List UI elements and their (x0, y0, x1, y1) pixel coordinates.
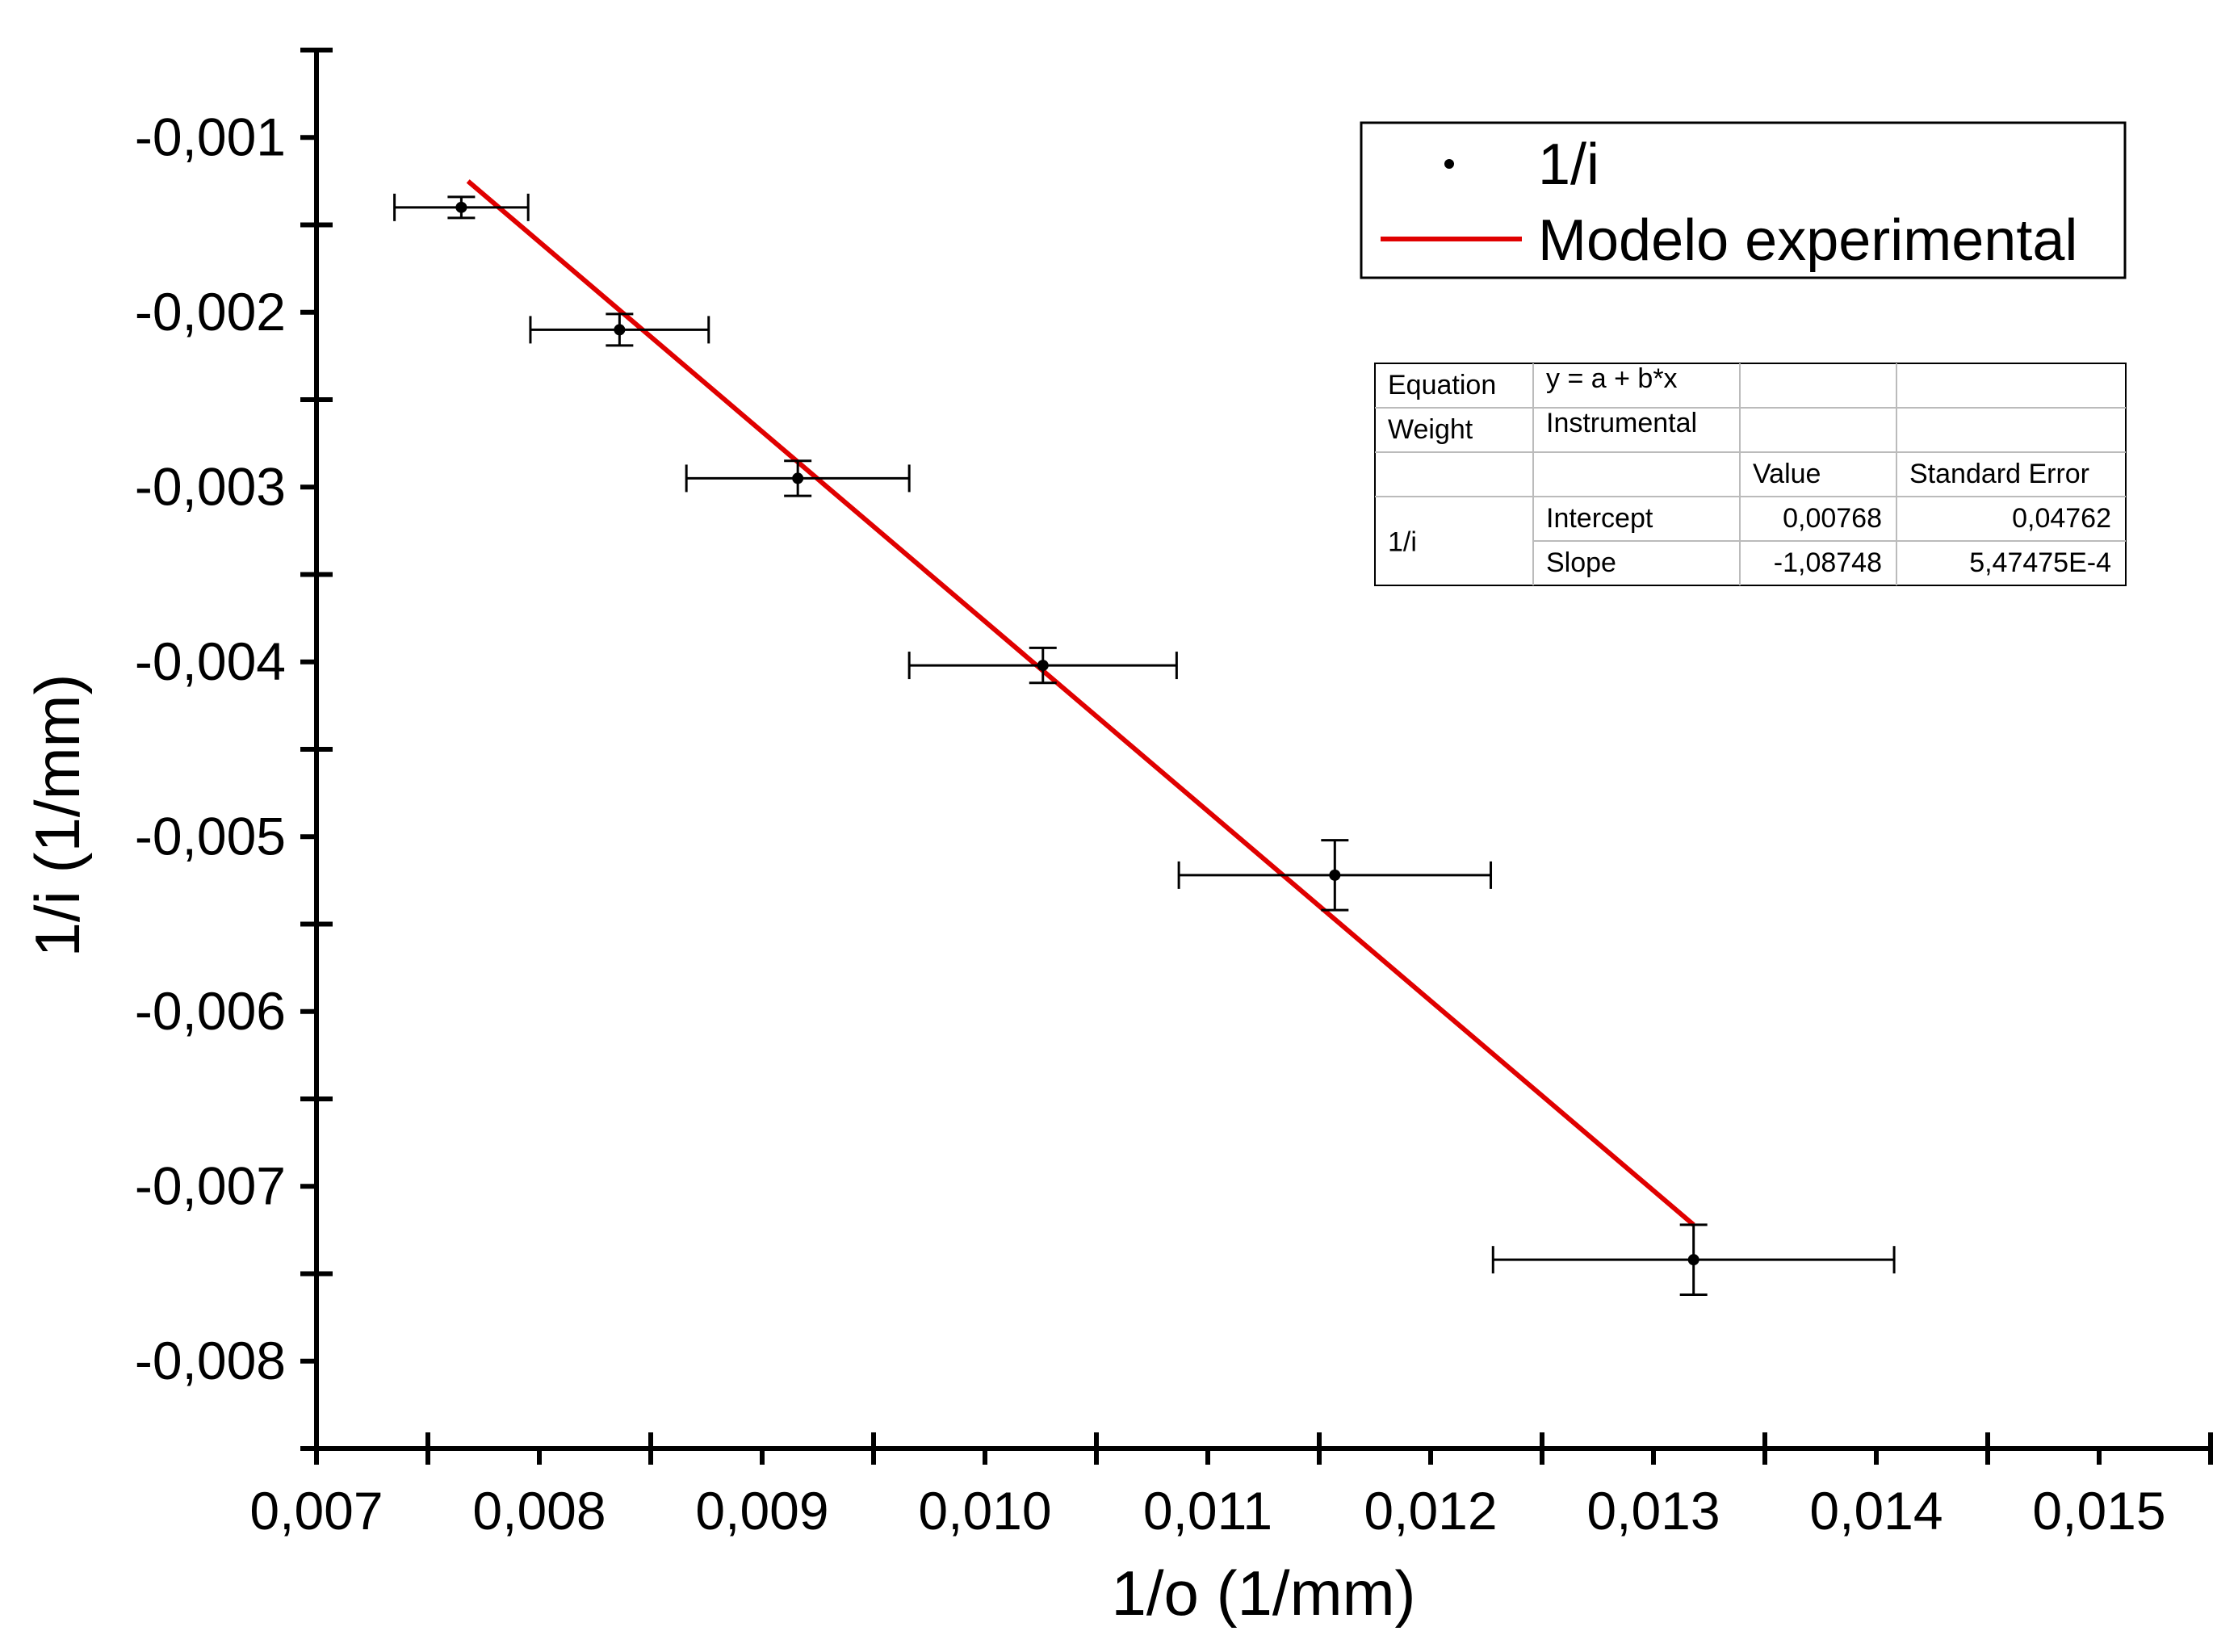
table-cell: 5,47475E-4 (1969, 547, 2111, 578)
x-tick-label: 0,010 (918, 1481, 1051, 1541)
data-point-group (907, 646, 1178, 685)
legend-box (1360, 121, 2127, 279)
legend-label-modelo: Modelo experimental (1538, 208, 2077, 273)
data-points-group (393, 193, 1896, 1296)
x-tick-label: 0,014 (1809, 1481, 1943, 1541)
data-point-group (685, 459, 911, 497)
x-tick-label: 0,009 (695, 1481, 828, 1541)
x-tick-label: 0,015 (2032, 1481, 2165, 1541)
legend: 1/i Modelo experimental (1360, 121, 2127, 279)
table-cell: Value (1753, 459, 1821, 489)
table-cell: Instrumental (1546, 408, 1697, 438)
y-tick-label: -0,002 (135, 282, 286, 342)
fit-line-group (466, 179, 1695, 1227)
y-tick-label: -0,004 (135, 631, 286, 691)
table-cell: 0,00768 (1783, 503, 1882, 534)
y-axis-title: 1/i (1/mm) (22, 674, 93, 958)
table-cell: Equation (1388, 370, 1496, 400)
fit-results-table: Equation y = a + b*x Weight Instrumental Val… (1374, 363, 2127, 586)
y-axis-ticks: -0,001 -0,002 -0,003 -0,004 -0,005 -0,006 -0,0… (135, 48, 333, 1451)
data-point-group (1491, 1223, 1896, 1296)
y-tick-label: -0,005 (135, 806, 286, 866)
data-point (455, 201, 467, 213)
x-tick-label: 0,011 (1143, 1481, 1272, 1541)
y-tick-label: -0,003 (135, 456, 286, 516)
table-cell: Standard Error (1909, 459, 2089, 489)
legend-marker-1-i (1444, 159, 1454, 169)
table-cell: 0,04762 (2012, 503, 2111, 534)
x-tick-label: 0,013 (1586, 1481, 1720, 1541)
fit-line (466, 179, 1695, 1227)
data-point-group (1177, 839, 1493, 912)
table-cell: Weight (1388, 414, 1473, 445)
x-tick-label: 0,012 (1364, 1481, 1497, 1541)
y-tick-label: -0,008 (135, 1331, 286, 1390)
table-cell: Slope (1546, 547, 1616, 578)
table-cell: y = a + b*x (1546, 363, 1678, 394)
x-tick-label: 0,008 (472, 1481, 606, 1541)
y-tick-label: -0,007 (135, 1155, 286, 1215)
y-tick-label: -0,006 (135, 981, 286, 1041)
table-cell: 1/i (1388, 527, 1417, 558)
data-point (792, 472, 804, 484)
data-point (1687, 1254, 1699, 1266)
y-tick-label: -0,001 (135, 107, 286, 166)
data-point (1037, 660, 1049, 672)
table-border (1374, 363, 2127, 586)
data-point (614, 324, 626, 336)
x-tick-label: 0,007 (249, 1481, 383, 1541)
data-point-group (393, 193, 530, 221)
table-cell: Intercept (1546, 503, 1653, 534)
x-axis-title: 1/o (1/mm) (1111, 1558, 1415, 1629)
data-point (1329, 869, 1341, 881)
table-cell: -1,08748 (1774, 547, 1882, 578)
legend-label-1-i: 1/i (1538, 132, 1599, 197)
data-point-group (529, 312, 710, 347)
x-axis-ticks: 0,007 0,008 0,009 0,010 0,011 0,012 0,013 0,014… (249, 1432, 2213, 1541)
